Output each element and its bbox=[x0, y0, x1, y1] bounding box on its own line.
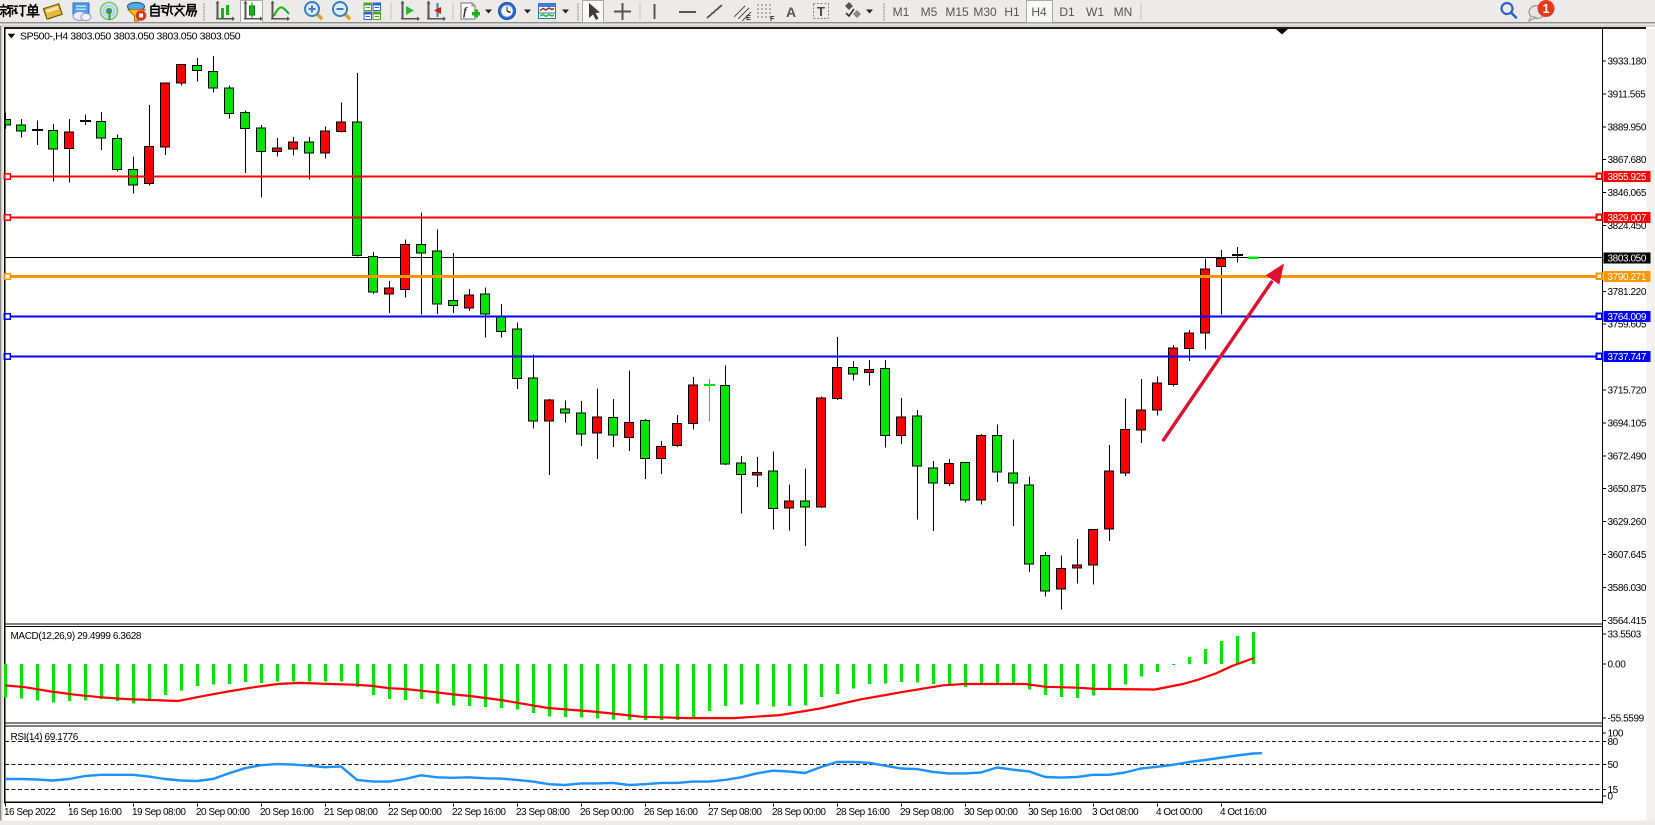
svg-text:19 Sep 08:00: 19 Sep 08:00 bbox=[132, 807, 186, 818]
svg-text:16 Sep 2022: 16 Sep 2022 bbox=[4, 807, 56, 818]
svg-text:3759.605: 3759.605 bbox=[1608, 320, 1647, 331]
svg-text:M1: M1 bbox=[893, 5, 910, 19]
svg-text:3803.050: 3803.050 bbox=[1608, 254, 1647, 265]
svg-text:30 Sep 16:00: 30 Sep 16:00 bbox=[1028, 807, 1082, 818]
svg-text:3715.720: 3715.720 bbox=[1608, 386, 1647, 397]
svg-text:3564.415: 3564.415 bbox=[1608, 616, 1647, 627]
svg-text:15: 15 bbox=[1608, 785, 1619, 796]
svg-text:W1: W1 bbox=[1086, 5, 1104, 19]
svg-text:SP500-,H4 3803.050 3803.050 3: SP500-,H4 3803.050 3803.050 3803.050 380… bbox=[20, 31, 241, 43]
svg-text:H4: H4 bbox=[1031, 5, 1047, 19]
svg-text:4 Oct 00:00: 4 Oct 00:00 bbox=[1156, 807, 1203, 818]
svg-text:3829.007: 3829.007 bbox=[1608, 213, 1647, 224]
svg-text:22 Sep 16:00: 22 Sep 16:00 bbox=[452, 807, 506, 818]
svg-text:M30: M30 bbox=[973, 5, 997, 19]
svg-text:28 Sep 00:00: 28 Sep 00:00 bbox=[772, 807, 826, 818]
svg-text:3586.030: 3586.030 bbox=[1608, 583, 1647, 594]
svg-text:30 Sep 00:00: 30 Sep 00:00 bbox=[964, 807, 1018, 818]
svg-text:MN: MN bbox=[1114, 5, 1133, 19]
svg-text:3790.271: 3790.271 bbox=[1608, 272, 1647, 283]
svg-text:22 Sep 00:00: 22 Sep 00:00 bbox=[388, 807, 442, 818]
svg-text:3867.680: 3867.680 bbox=[1608, 155, 1647, 166]
svg-text:20 Sep 16:00: 20 Sep 16:00 bbox=[260, 807, 314, 818]
svg-text:3607.645: 3607.645 bbox=[1608, 550, 1647, 561]
svg-text:3737.747: 3737.747 bbox=[1608, 352, 1647, 363]
svg-text:T: T bbox=[817, 4, 825, 19]
svg-text:M15: M15 bbox=[945, 5, 969, 19]
svg-text:3781.220: 3781.220 bbox=[1608, 287, 1647, 298]
svg-text:3650.875: 3650.875 bbox=[1608, 484, 1647, 495]
svg-text:E: E bbox=[746, 13, 751, 22]
svg-text:F: F bbox=[770, 14, 775, 23]
svg-text:33.5503: 33.5503 bbox=[1608, 630, 1642, 641]
svg-text:M5: M5 bbox=[921, 5, 938, 19]
svg-text:H1: H1 bbox=[1004, 5, 1020, 19]
svg-text:3694.105: 3694.105 bbox=[1608, 418, 1647, 429]
svg-text:3629.260: 3629.260 bbox=[1608, 517, 1647, 528]
svg-text:A: A bbox=[786, 4, 796, 20]
svg-text:D1: D1 bbox=[1059, 5, 1075, 19]
svg-text:3764.009: 3764.009 bbox=[1608, 312, 1647, 323]
svg-text:4 Oct 16:00: 4 Oct 16:00 bbox=[1220, 807, 1267, 818]
svg-text:3846.065: 3846.065 bbox=[1608, 188, 1647, 199]
svg-text:29 Sep 08:00: 29 Sep 08:00 bbox=[900, 807, 954, 818]
svg-text:3672.490: 3672.490 bbox=[1608, 451, 1647, 462]
svg-text:26 Sep 16:00: 26 Sep 16:00 bbox=[644, 807, 698, 818]
svg-text:3824.450: 3824.450 bbox=[1608, 221, 1647, 232]
svg-text:27 Sep 08:00: 27 Sep 08:00 bbox=[708, 807, 762, 818]
svg-text:1: 1 bbox=[1543, 2, 1550, 16]
svg-text:3889.950: 3889.950 bbox=[1608, 122, 1647, 133]
svg-text:26 Sep 00:00: 26 Sep 00:00 bbox=[580, 807, 634, 818]
svg-text:80: 80 bbox=[1608, 737, 1619, 748]
svg-text:23 Sep 08:00: 23 Sep 08:00 bbox=[516, 807, 570, 818]
svg-text:0.00: 0.00 bbox=[1608, 660, 1627, 671]
svg-text:3911.565: 3911.565 bbox=[1608, 89, 1647, 100]
svg-text:21 Sep 08:00: 21 Sep 08:00 bbox=[324, 807, 378, 818]
svg-text:50: 50 bbox=[1608, 760, 1619, 771]
svg-text:3933.180: 3933.180 bbox=[1608, 57, 1647, 68]
svg-text:28 Sep 16:00: 28 Sep 16:00 bbox=[836, 807, 890, 818]
svg-text:100: 100 bbox=[1608, 729, 1624, 740]
svg-text:MACD(12,26,9) 29.4999 6.3628: MACD(12,26,9) 29.4999 6.3628 bbox=[11, 631, 142, 642]
svg-text:-55.5599: -55.5599 bbox=[1608, 714, 1645, 725]
svg-text:3855.925: 3855.925 bbox=[1608, 172, 1647, 183]
svg-text:RSI(14) 69.1776: RSI(14) 69.1776 bbox=[11, 732, 79, 743]
svg-text:16 Sep 16:00: 16 Sep 16:00 bbox=[68, 807, 122, 818]
svg-text:3 Oct 08:00: 3 Oct 08:00 bbox=[1092, 807, 1139, 818]
svg-text:f: f bbox=[463, 4, 468, 18]
svg-text:0: 0 bbox=[1608, 792, 1614, 803]
svg-text:20 Sep 00:00: 20 Sep 00:00 bbox=[196, 807, 250, 818]
